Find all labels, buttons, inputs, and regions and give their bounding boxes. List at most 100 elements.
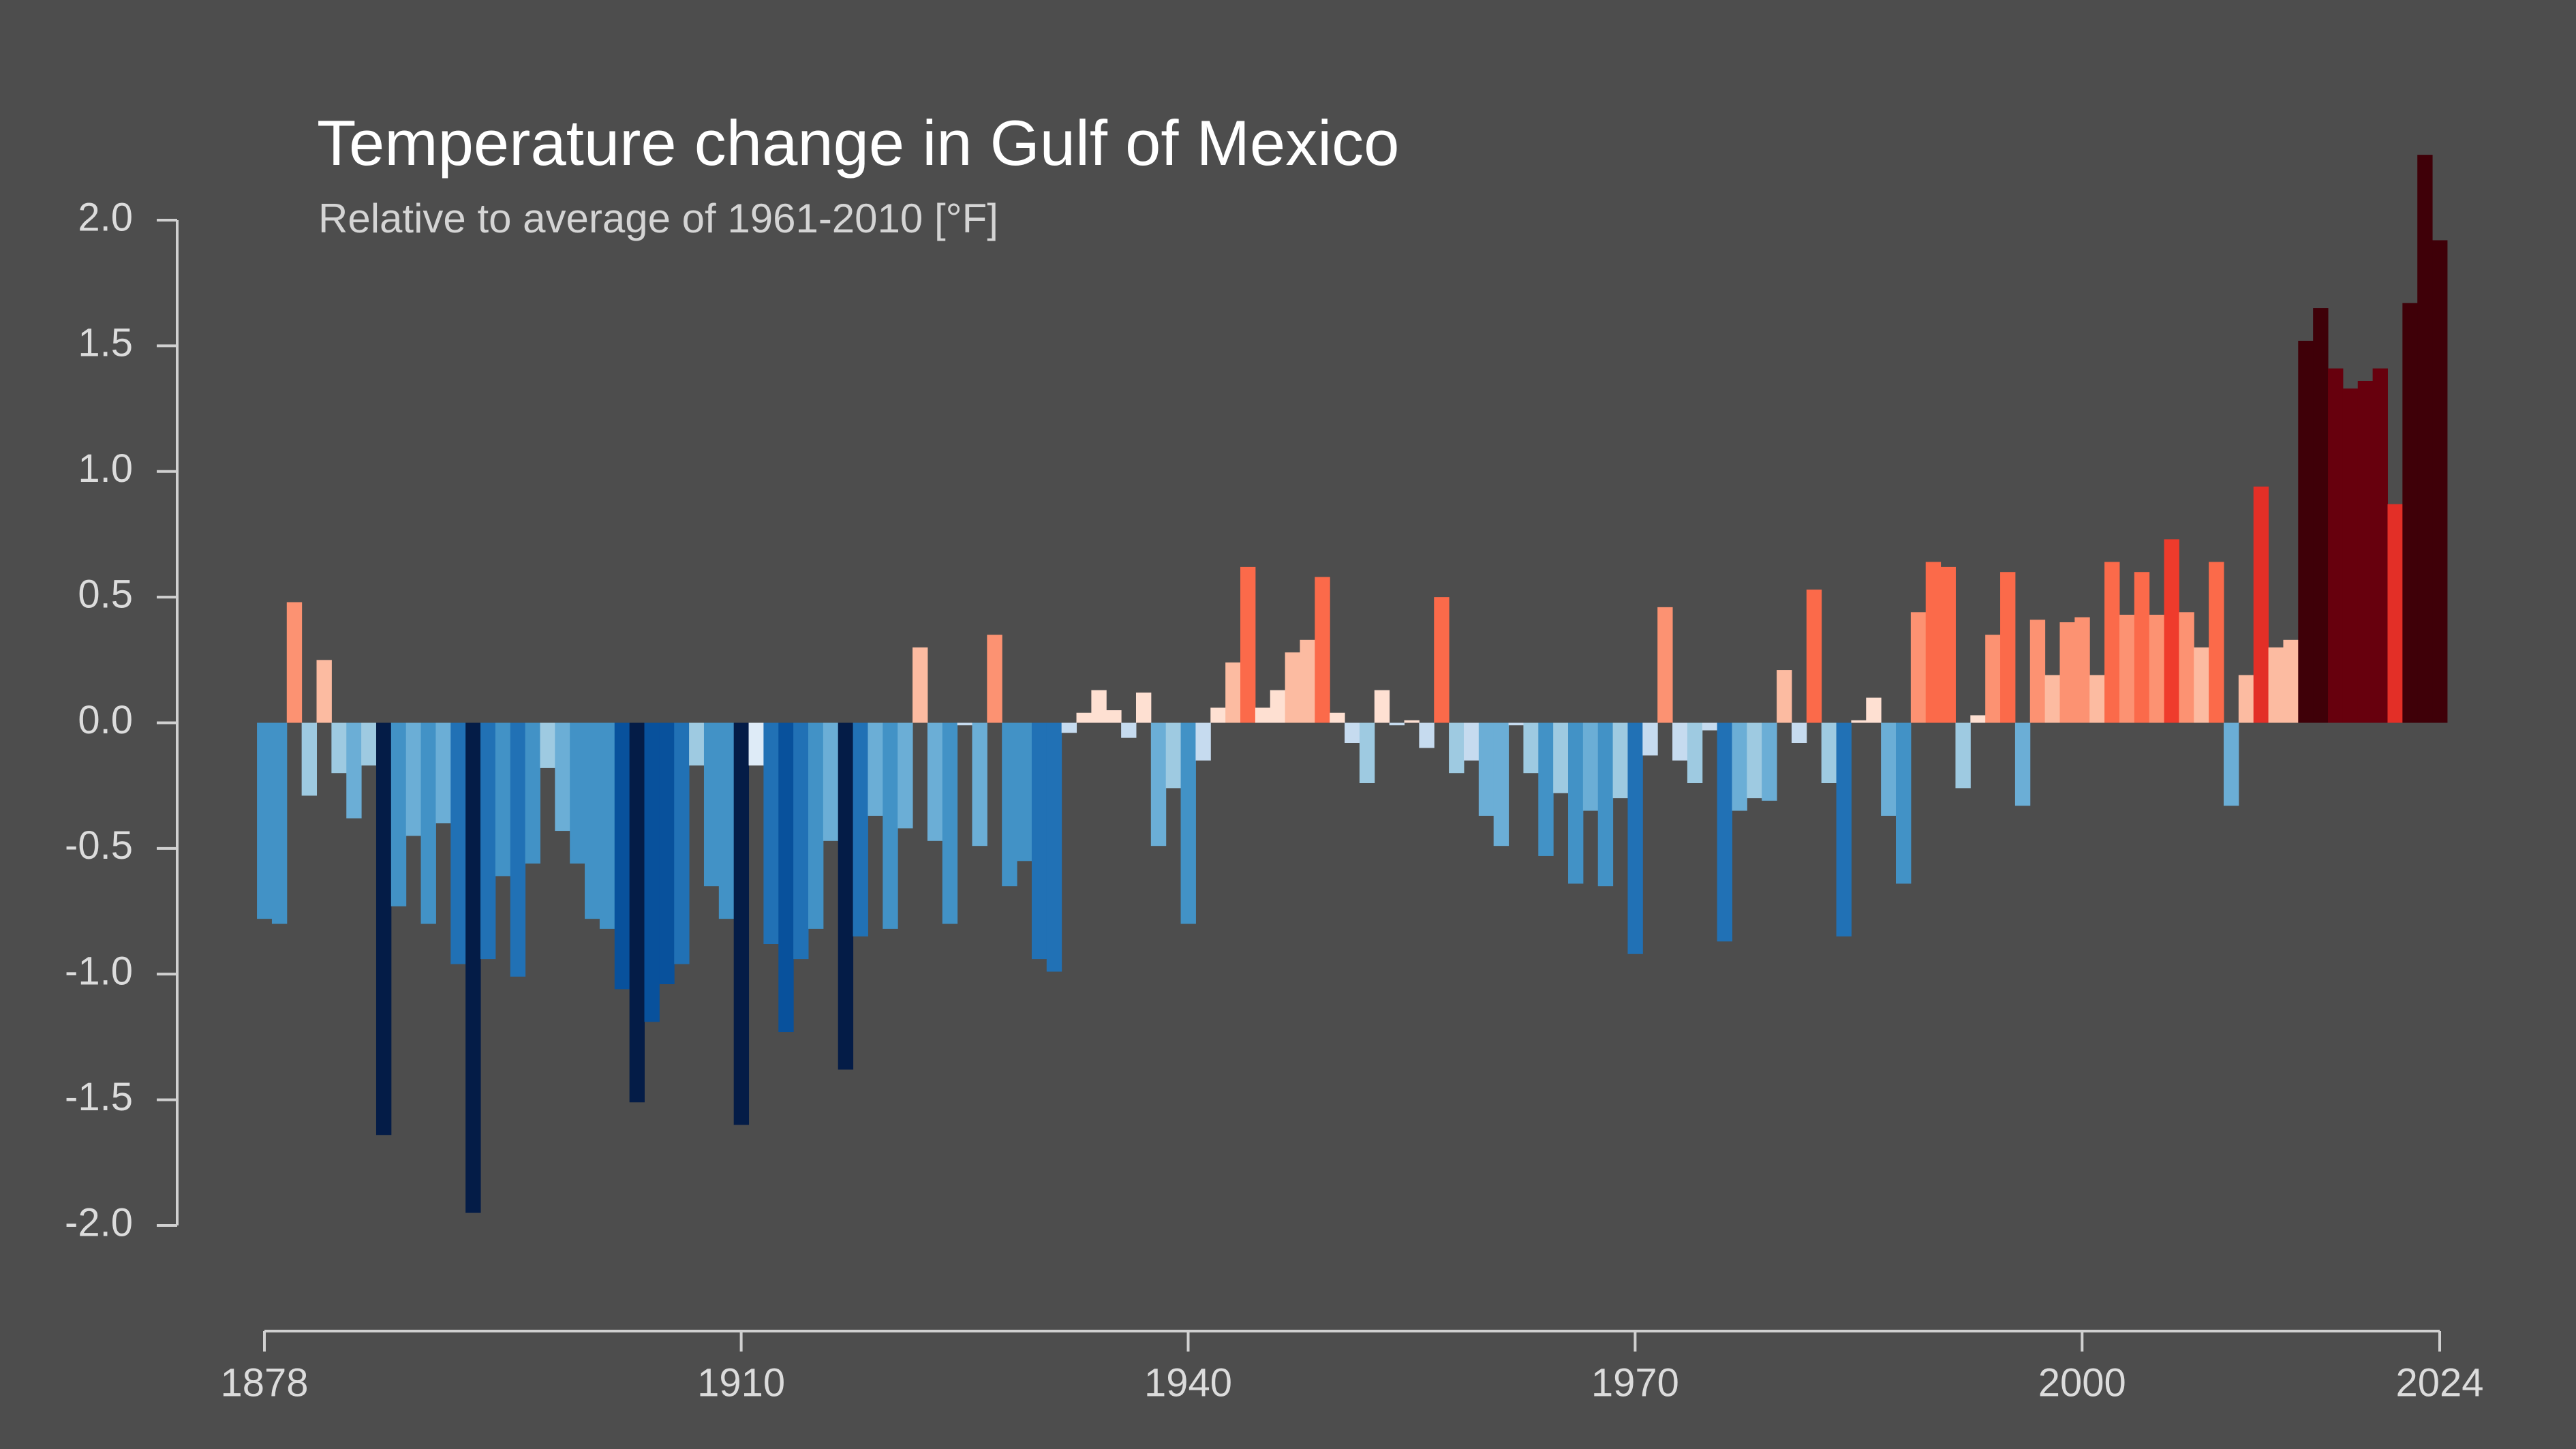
bar	[1240, 566, 1256, 723]
bar	[1330, 712, 1345, 723]
bar	[1374, 690, 1390, 723]
bar	[375, 722, 392, 1135]
bar	[2209, 562, 2224, 723]
bar	[1434, 597, 1450, 723]
bar	[1345, 722, 1360, 743]
bar	[614, 722, 630, 990]
bar	[2283, 639, 2299, 723]
bar	[1732, 722, 1747, 811]
bar	[2119, 614, 2135, 723]
bar	[733, 722, 750, 1125]
bar	[1821, 722, 1837, 783]
bar	[1687, 722, 1703, 783]
bar	[555, 722, 570, 832]
bar	[972, 722, 987, 846]
bar	[316, 660, 332, 723]
bar	[1717, 722, 1733, 942]
bar	[868, 722, 883, 816]
bar	[1523, 722, 1539, 774]
bar	[689, 722, 705, 766]
bar	[838, 722, 854, 1070]
bar	[1538, 722, 1554, 856]
bar	[1806, 590, 1822, 723]
bar	[2238, 675, 2254, 723]
bar	[1031, 722, 1047, 960]
bar	[2089, 675, 2105, 723]
bar	[286, 602, 303, 723]
bar	[1672, 722, 1688, 761]
bar	[644, 722, 660, 1022]
bar	[718, 722, 735, 919]
bar	[1612, 722, 1628, 799]
bar	[2074, 617, 2090, 723]
bar	[2387, 504, 2403, 723]
x-tick-label: 2024	[2395, 1360, 2483, 1405]
bar	[1225, 662, 1241, 723]
bar	[1121, 722, 1137, 738]
bar	[1702, 722, 1718, 731]
y-tick-label: 1.0	[78, 446, 133, 491]
bar	[2179, 612, 2194, 723]
bar	[1419, 722, 1435, 748]
bar	[1270, 690, 1286, 723]
bar	[2357, 381, 2374, 723]
x-tick-label: 1970	[1591, 1360, 1679, 1405]
bar	[1836, 722, 1852, 936]
bar	[1002, 722, 1017, 887]
bar	[540, 722, 555, 768]
bar	[1135, 692, 1152, 723]
bar	[853, 722, 868, 936]
bar	[1255, 707, 1271, 723]
bar	[2044, 675, 2060, 723]
bar	[480, 722, 496, 960]
bar	[390, 722, 407, 906]
bar	[2194, 647, 2209, 723]
bar	[1195, 722, 1211, 761]
bar	[405, 722, 422, 836]
bar	[629, 722, 645, 1103]
bar	[1180, 722, 1196, 924]
bar	[2014, 722, 2031, 806]
bar	[703, 722, 720, 887]
bar	[2059, 622, 2075, 723]
bar	[763, 722, 779, 944]
bar	[1478, 722, 1494, 816]
bar	[2149, 614, 2165, 723]
bar	[1851, 720, 1867, 723]
bar	[1061, 722, 1077, 733]
bar	[1165, 722, 1182, 789]
bar	[599, 722, 615, 929]
bar	[361, 722, 377, 766]
bar	[2104, 562, 2120, 723]
bar	[2402, 303, 2418, 723]
bar	[942, 722, 958, 924]
x-tick-label: 1910	[697, 1360, 785, 1405]
bar	[1940, 566, 1956, 723]
bar	[1463, 722, 1479, 761]
bar	[1747, 722, 1762, 799]
bar	[1910, 612, 1927, 723]
bar	[1970, 715, 1986, 723]
bar	[927, 722, 943, 841]
y-tick-label: 2.0	[78, 195, 133, 239]
bar	[2417, 155, 2433, 723]
bar	[510, 722, 526, 977]
bar	[1627, 722, 1643, 954]
bar	[1582, 722, 1599, 811]
bar	[913, 647, 928, 723]
bar	[1762, 722, 1777, 801]
bar	[2298, 341, 2314, 723]
bar	[2372, 368, 2388, 723]
bar	[465, 722, 481, 1213]
bar	[748, 722, 764, 766]
bar	[1508, 722, 1524, 726]
bar	[1896, 722, 1912, 884]
bar	[1777, 670, 1792, 723]
bar	[346, 722, 362, 819]
bar	[1642, 722, 1658, 756]
bar	[435, 722, 451, 823]
bar	[1955, 722, 1971, 789]
bar	[1404, 720, 1420, 723]
